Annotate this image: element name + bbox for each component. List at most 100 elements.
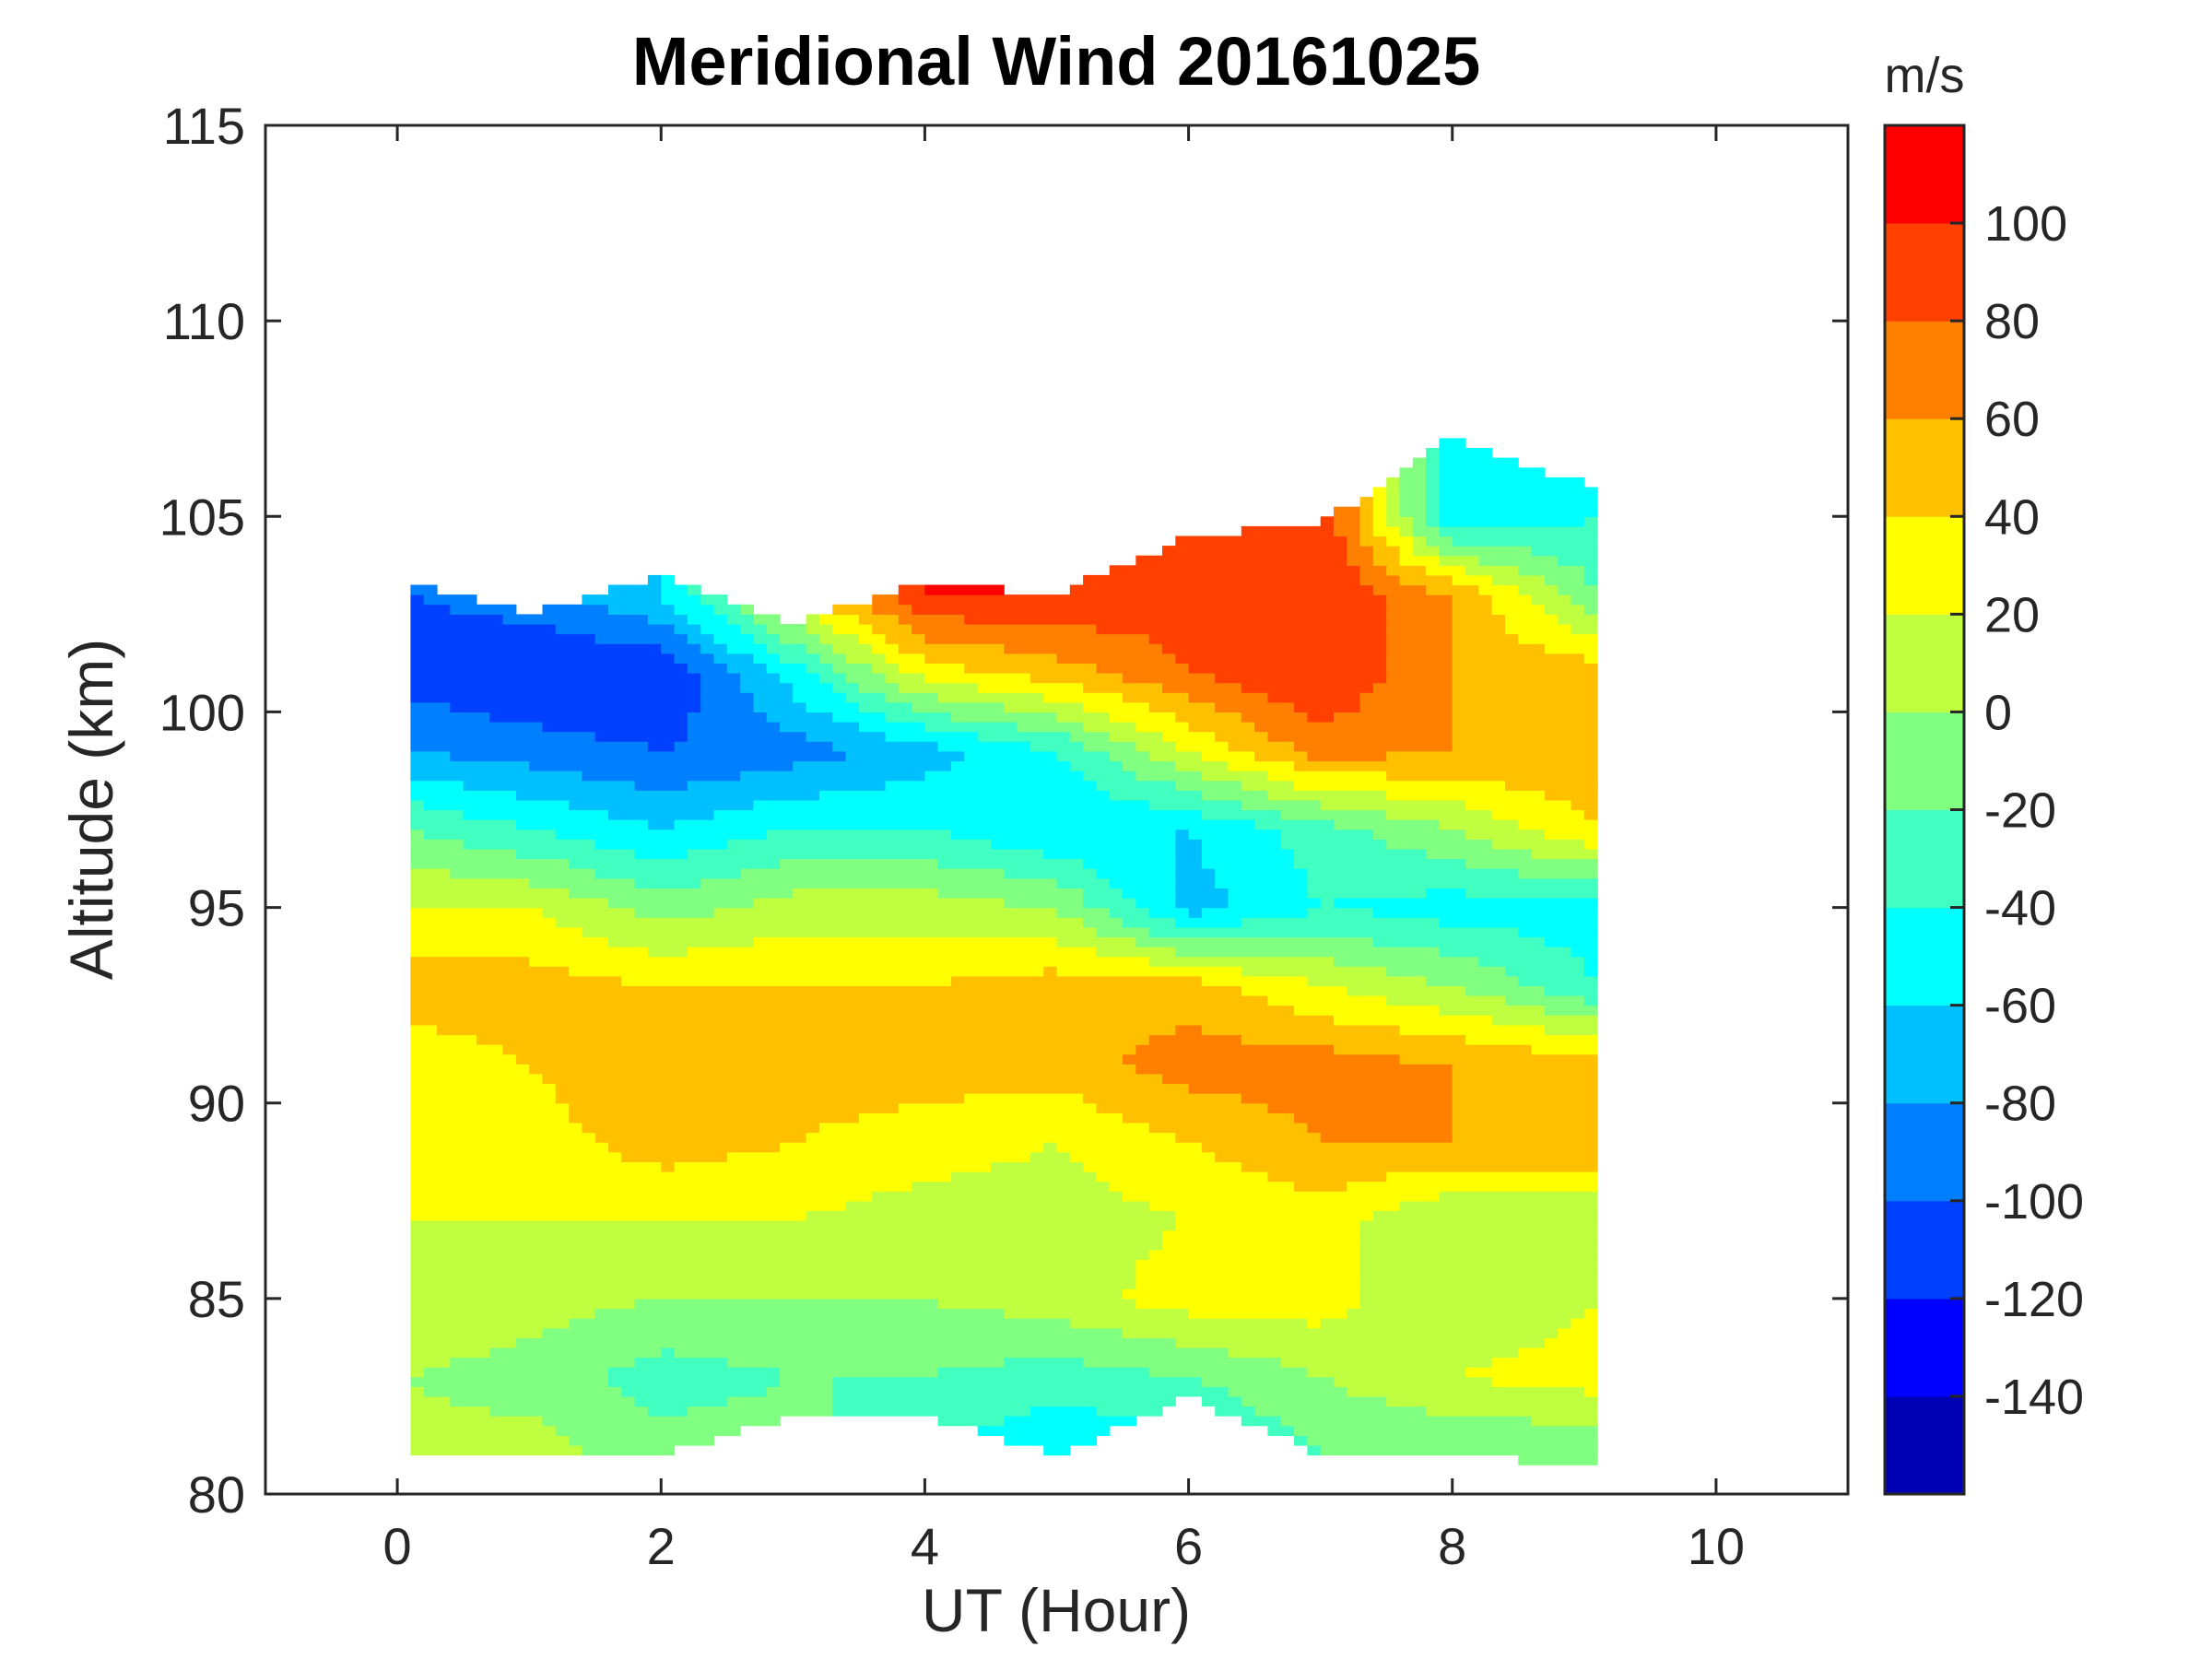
contour-cell [410, 653, 676, 664]
contour-cell [674, 604, 715, 615]
contour-cell [1241, 917, 1440, 928]
contour-cell [912, 1181, 1111, 1192]
contour-cell [1004, 701, 1084, 712]
contour-cell [832, 1376, 1203, 1387]
contour-cell [858, 1112, 1124, 1124]
contour-cell [1096, 1171, 1268, 1182]
contour-cell [1478, 584, 1519, 595]
contour-cell [1439, 1005, 1546, 1016]
contour-cell [410, 750, 451, 762]
contour-cell [740, 673, 781, 684]
contour-cell [1148, 750, 1203, 762]
contour-cell [726, 643, 768, 654]
contour-cell [964, 750, 1058, 762]
contour-cell [1386, 614, 1453, 625]
contour-cell [845, 750, 965, 762]
contour-cell [608, 1376, 781, 1387]
contour-cell [410, 1044, 504, 1055]
y-tick-label: 110 [163, 292, 245, 350]
contour-cell [1478, 555, 1559, 566]
contour-cell [1109, 907, 1150, 918]
contour-cell [872, 624, 912, 635]
contour-cell [410, 1122, 582, 1134]
contour-cell [1452, 653, 1585, 664]
contour-cell [1465, 799, 1572, 811]
contour-cell [410, 1318, 570, 1329]
contour-cell [1452, 643, 1546, 654]
contour-cell [1452, 682, 1598, 693]
contour-cell [410, 1416, 544, 1427]
contour-cell [713, 809, 1203, 820]
contour-cell [1267, 790, 1387, 801]
contour-cell [1241, 780, 1295, 791]
contour-cell [1056, 1142, 1203, 1153]
contour-cell [1096, 663, 1190, 674]
contour-cell [1372, 487, 1387, 498]
contour-cell [1452, 1132, 1598, 1143]
colorbar-tick-label: 100 [1984, 196, 2067, 252]
contour-cell [1188, 692, 1268, 703]
contour-cell [1583, 956, 1598, 967]
contour-cell [410, 624, 557, 635]
contour-cell [1201, 1376, 1335, 1387]
contour-cell [1439, 448, 1493, 459]
contour-cell [1175, 760, 1230, 771]
contour-cell [1030, 1406, 1097, 1417]
contour-cell [1386, 565, 1427, 576]
contour-cell [410, 1102, 570, 1113]
contour-cell [1096, 1406, 1163, 1417]
contour-cell [1544, 985, 1598, 996]
contour-cell [410, 663, 688, 674]
contour-cell [1294, 1435, 1308, 1446]
contour-cell [819, 653, 847, 664]
contour-cell [806, 663, 833, 674]
contour-cell [1583, 1386, 1598, 1397]
contour-cell [608, 898, 754, 909]
y-tick-label: 90 [188, 1075, 245, 1133]
contour-cell [832, 741, 939, 752]
contour-cell [912, 604, 1387, 615]
x-tick-label: 2 [647, 1517, 676, 1575]
contour-cell [1135, 1064, 1453, 1075]
contour-cell [1294, 1425, 1598, 1436]
contour-cell [1188, 829, 1282, 840]
contour-cell [780, 722, 860, 733]
contour-cell [661, 584, 688, 595]
contour-cell [1188, 1083, 1453, 1094]
contour-cell [423, 829, 557, 840]
contour-cell [1123, 1112, 1295, 1124]
contour-cell [410, 584, 438, 595]
contour-cell [1294, 701, 1361, 712]
contour-cell [1372, 907, 1598, 918]
contour-cell [410, 1435, 570, 1446]
contour-cell [1465, 985, 1546, 996]
colorbar-tick-label: -80 [1984, 1077, 2056, 1132]
contour-cell [832, 624, 873, 635]
contour-cell [410, 771, 582, 782]
contour-cell [1347, 546, 1374, 557]
contour-cell [1347, 1308, 1585, 1319]
contour-cell [1452, 1122, 1598, 1134]
contour-cell [1334, 1376, 1493, 1387]
contour-cell [1135, 771, 1203, 782]
colorbar-swatch [1885, 1005, 1964, 1104]
contour-cell [1201, 1024, 1401, 1036]
contour-cell [1452, 1093, 1598, 1104]
contour-cell [1452, 535, 1598, 547]
contour-cell [1386, 497, 1401, 508]
contour-cell [1307, 712, 1335, 723]
contour-cell [1412, 457, 1427, 468]
contour-cell [410, 1112, 570, 1124]
contour-cell [1452, 624, 1506, 635]
contour-cell [542, 722, 688, 733]
contour-cell [1215, 701, 1295, 712]
contour-cell [1518, 1454, 1598, 1465]
contour-cell [1439, 506, 1598, 517]
contour-cell [872, 604, 912, 615]
contour-cell [1439, 947, 1572, 958]
contour-cell [410, 790, 517, 801]
contour-cell [1426, 477, 1440, 488]
contour-cell [753, 936, 1058, 947]
contour-cell [832, 643, 873, 654]
